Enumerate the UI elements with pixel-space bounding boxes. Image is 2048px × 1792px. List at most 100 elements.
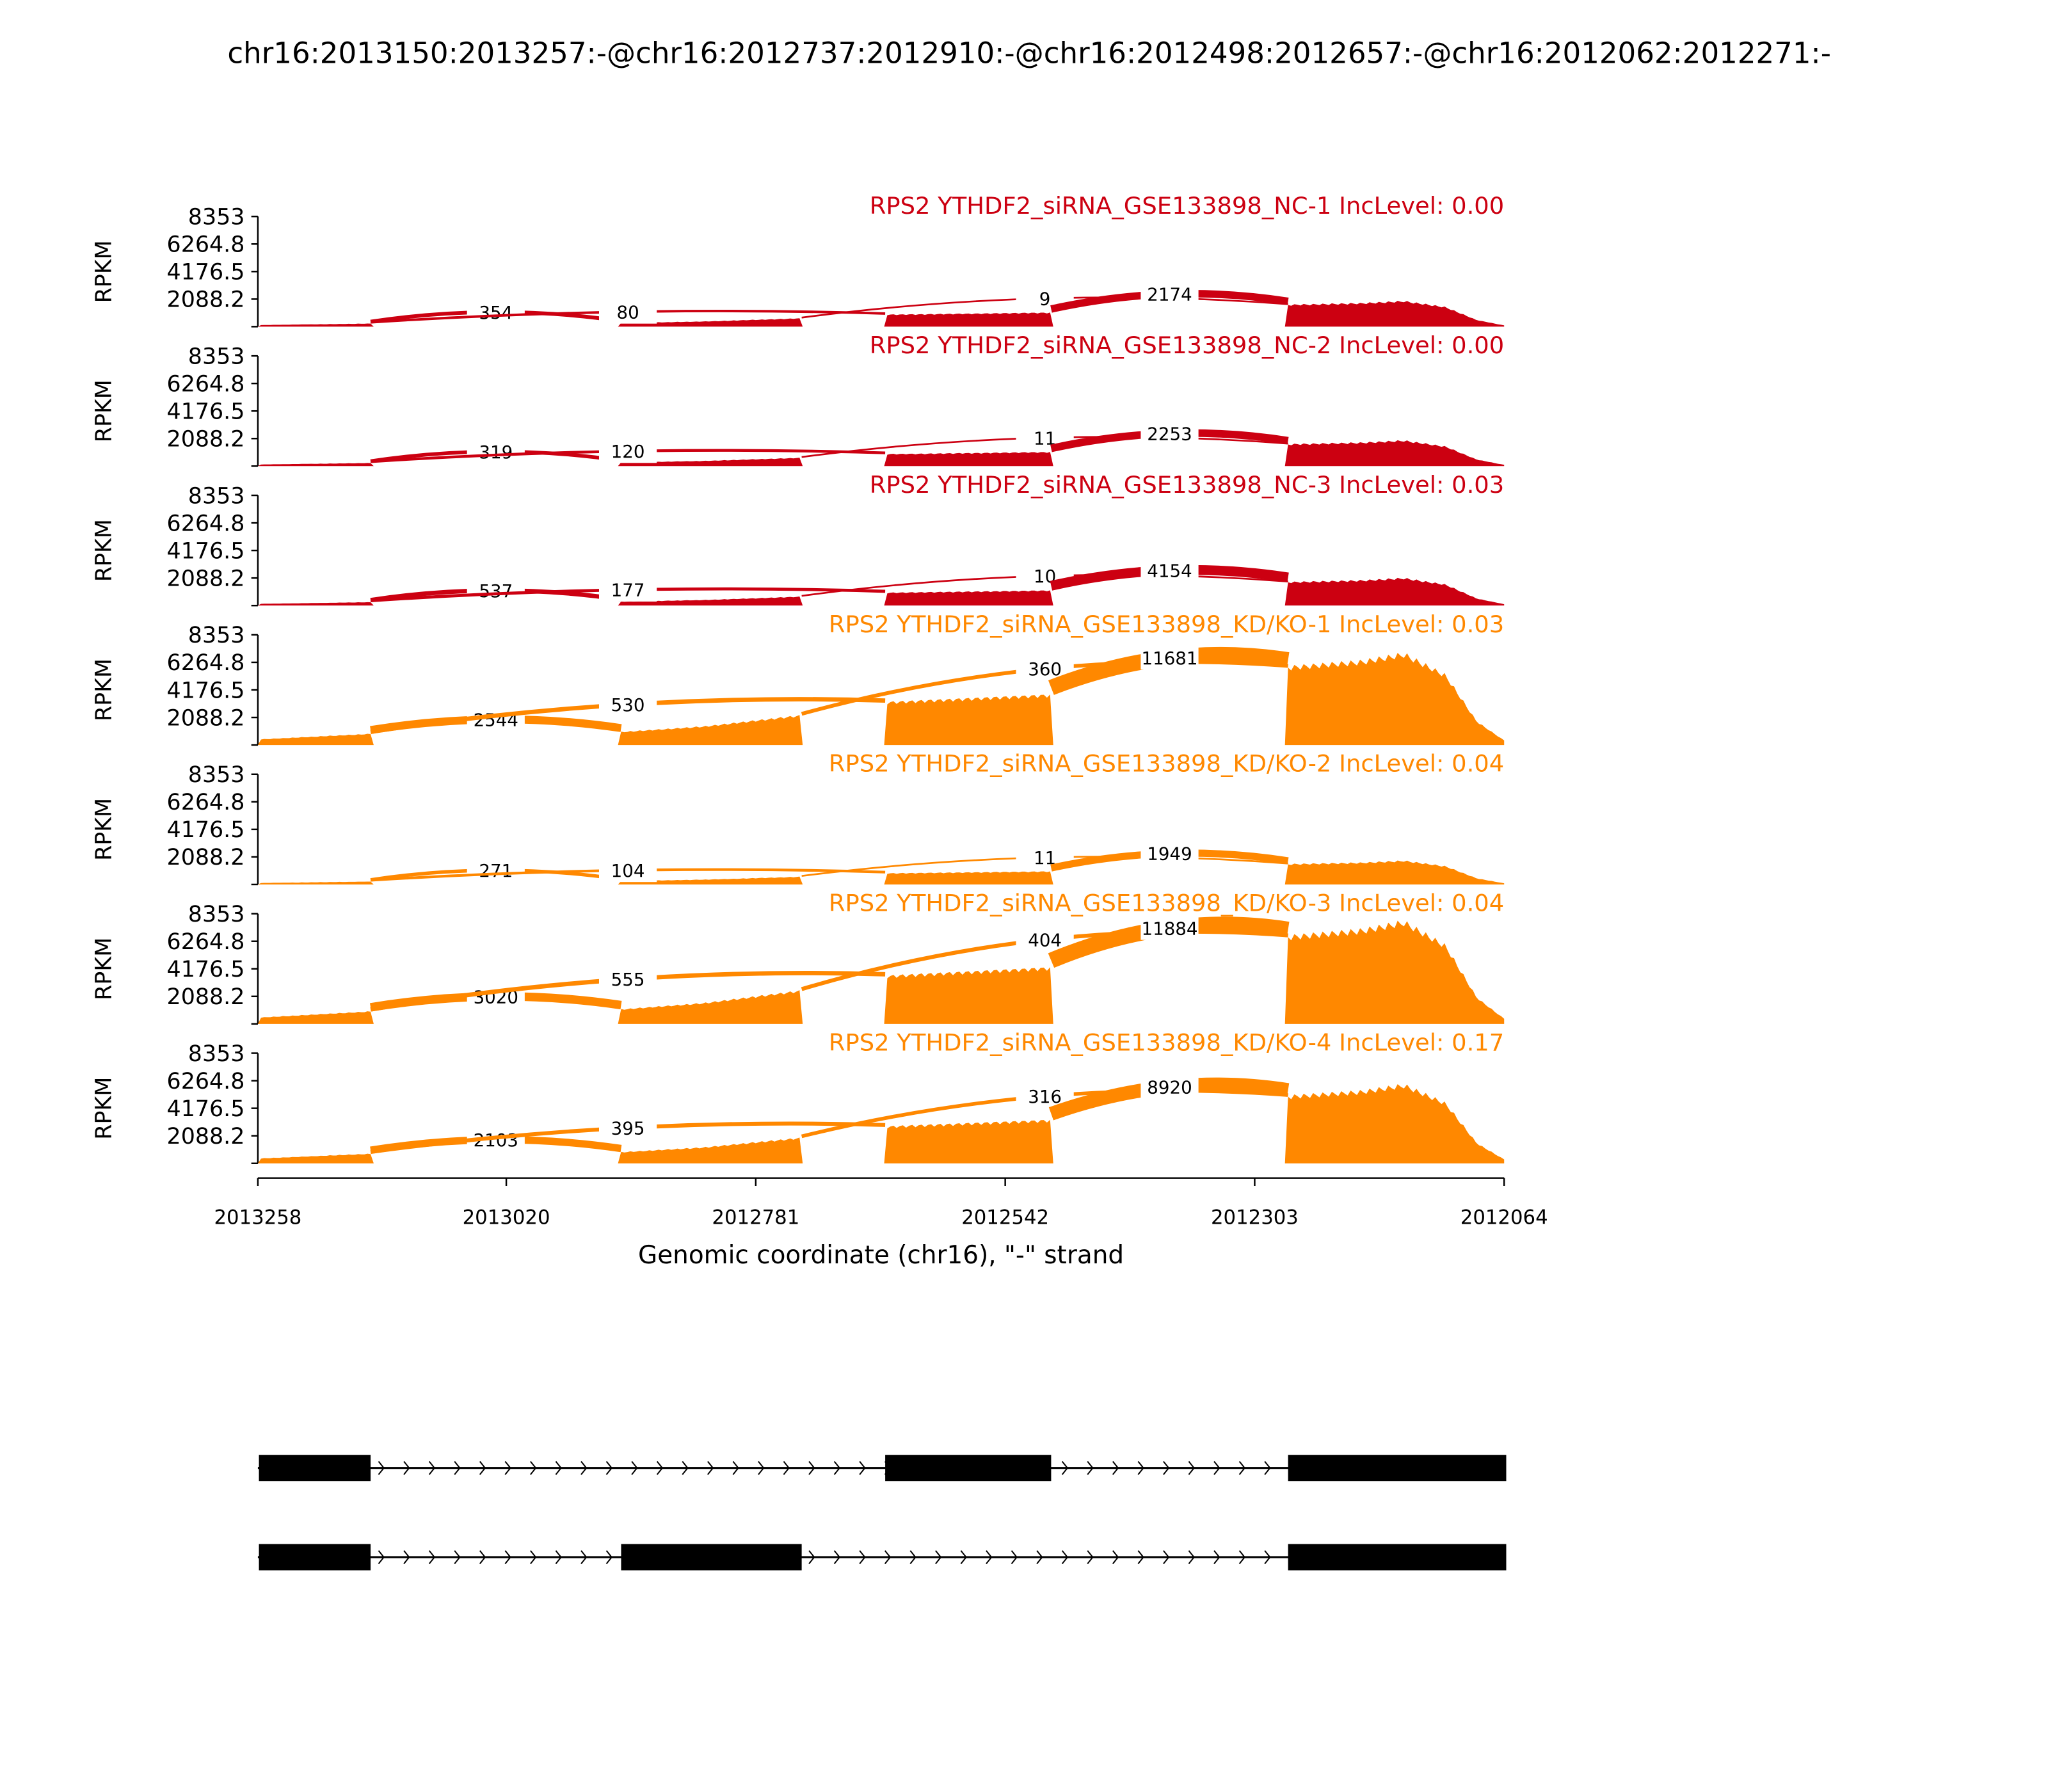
x-tick-label: 2013020 [463,1206,550,1229]
y-axis-label: RPKM [91,240,116,303]
junction-count-label: 271 [479,860,513,881]
junction-label-bg [598,1116,657,1140]
coverage-area [257,577,1505,606]
strand-arrow-icon [1163,1460,1170,1475]
coverage-area [257,301,1505,327]
panel-title: RPS2 YTHDF2_siRNA_GSE133898_KD/KO-1 IncL… [829,611,1504,638]
strand-arrow-icon [1011,1550,1018,1564]
strand-arrow-icon [1188,1460,1195,1475]
junction-count-label: 177 [611,580,645,601]
coverage-area [257,920,1505,1024]
panel-title: RPS2 YTHDF2_siRNA_GSE133898_NC-1 IncLeve… [870,192,1504,220]
strand-arrow-icon [530,1460,537,1475]
x-axis-label: Genomic coordinate (chr16), "-" strand [638,1241,1124,1270]
y-tick-label: 8353 [188,762,245,788]
strand-arrow-icon [1213,1460,1220,1475]
y-axis-label: RPKM [91,798,116,861]
y-axis-label: RPKM [91,1077,116,1140]
junction-count-label: 4154 [1147,560,1192,581]
y-tick-label: 8353 [188,344,245,369]
strand-arrow-icon [631,1460,638,1475]
junction-label-bg [467,579,525,603]
gene-model [257,1455,1507,1571]
junction-count-label: 530 [611,694,645,716]
strand-arrow-icon [1238,1550,1246,1564]
strand-arrow-icon [378,1460,385,1475]
strand-arrow-icon [656,1460,664,1475]
y-tick-label: 8353 [188,205,245,230]
y-tick-label: 2088.2 [167,287,245,313]
panel-title: RPS2 YTHDF2_siRNA_GSE133898_KD/KO-3 IncL… [829,890,1504,917]
strand-arrow-icon [986,1550,993,1564]
junction-label-bg [467,300,525,324]
strand-arrow-icon [1112,1460,1119,1475]
y-tick-label: 2088.2 [167,845,245,870]
coverage-area [257,440,1505,467]
junction-label-bg [467,440,525,464]
junction-label-bg [598,578,657,602]
y-tick-label: 6264.8 [167,650,245,676]
junction-count-label: 9 [1039,288,1051,309]
strand-arrow-icon [454,1550,461,1564]
y-tick-label: 6264.8 [167,232,245,258]
y-tick-label: 4176.5 [167,538,245,564]
junction-count-label: 404 [1028,929,1062,950]
y-tick-label: 4176.5 [167,817,245,843]
strand-arrow-icon [1087,1460,1094,1475]
y-axis-label: RPKM [91,938,116,1000]
junction-count-label: 1949 [1147,844,1192,865]
panel-title: RPS2 YTHDF2_siRNA_GSE133898_KD/KO-4 IncL… [829,1028,1504,1056]
transcript [257,1544,1507,1571]
strand-arrow-icon [1036,1550,1043,1564]
strand-arrow-icon [580,1550,588,1564]
junction-label-bg [1140,646,1199,670]
strand-arrow-icon [580,1460,588,1475]
y-tick-label: 6264.8 [167,1069,245,1094]
strand-arrow-icon [1061,1550,1069,1564]
strand-arrow-icon [378,1550,385,1564]
strand-arrow-icon [1213,1550,1220,1564]
x-tick-label: 2012781 [712,1206,799,1229]
strand-arrow-icon [1087,1550,1094,1564]
junction-count-label: 360 [1028,659,1062,680]
strand-arrow-icon [884,1550,892,1564]
x-tick-label: 2012542 [961,1206,1049,1229]
junction-label-bg [598,967,657,991]
x-tick-label: 2012303 [1211,1206,1299,1229]
exon-block [259,1455,371,1482]
strand-arrow-icon [833,1460,841,1475]
junction-count-label: 2174 [1147,284,1192,305]
junction-count-label: 555 [611,969,645,990]
y-tick-label: 4176.5 [167,678,245,703]
strand-arrow-icon [833,1550,841,1564]
strand-arrow-icon [428,1550,436,1564]
junction-count-label: 2253 [1147,423,1192,444]
y-tick-label: 4176.5 [167,1096,245,1122]
y-tick-label: 8353 [188,623,245,648]
strand-arrow-icon [530,1550,537,1564]
strand-arrow-icon [1264,1460,1271,1475]
strand-arrow-icon [758,1460,765,1475]
strand-arrow-icon [808,1550,815,1564]
junction-count-label: 11681 [1142,648,1198,669]
y-tick-label: 6264.8 [167,929,245,955]
y-tick-label: 8353 [188,1041,245,1067]
strand-arrow-icon [504,1550,511,1564]
junction-count-label: 80 [616,301,639,323]
strand-arrow-icon [403,1460,410,1475]
strand-arrow-icon [1137,1460,1144,1475]
junction-count-label: 319 [479,442,513,463]
y-tick-label: 8353 [188,483,245,509]
coverage-area [257,1084,1505,1164]
junction-label-bg [1140,916,1199,940]
y-tick-label: 6264.8 [167,511,245,536]
panel-title: RPS2 YTHDF2_siRNA_GSE133898_NC-2 IncLeve… [870,332,1504,359]
figure-title: chr16:2013150:2013257:-@chr16:2012737:20… [227,36,1831,70]
